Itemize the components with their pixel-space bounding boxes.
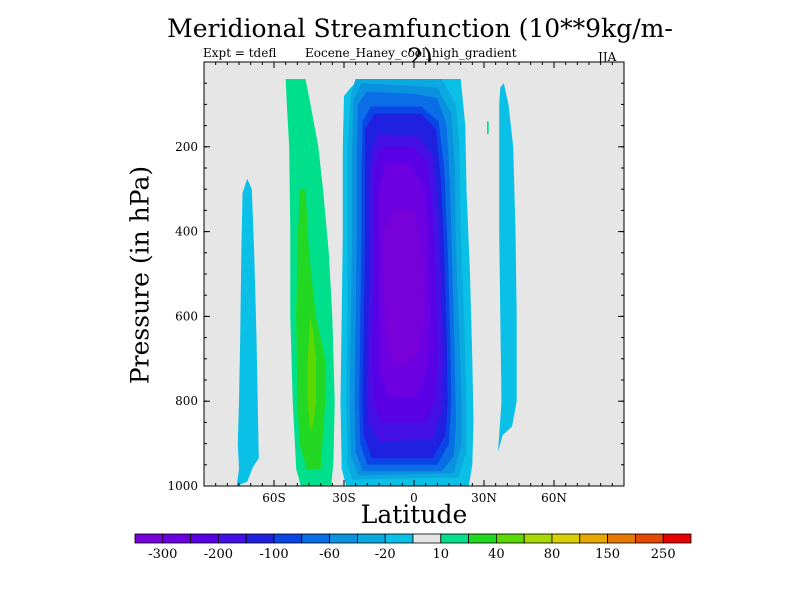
x-axis-label: Latitude: [360, 500, 468, 529]
contour-region-tropical-cell-core: [383, 210, 424, 368]
plot-area: [204, 62, 624, 486]
y-tick-label: 600: [175, 309, 198, 323]
x-tick-label: 0: [410, 491, 418, 505]
colorbar-swatch: [356, 533, 386, 544]
axes: 60S 30S 0 30N 60N 200 400 600 800 1000: [167, 61, 625, 505]
colorbar-swatch: [523, 533, 553, 544]
colorbar-label: 10: [433, 547, 450, 562]
y-tick-label: 800: [175, 394, 198, 408]
colorbar-swatch: [635, 533, 664, 544]
colorbar-swatch: [440, 533, 469, 544]
contour-region-northern-small-green-speck: [487, 121, 489, 135]
colorbar-swatch: [162, 533, 192, 544]
colorbar-label: -300: [148, 547, 177, 562]
y-tick-label: 400: [175, 225, 198, 239]
colorbar-swatch: [245, 533, 275, 544]
colorbar-swatch: [301, 533, 330, 544]
colorbar-swatch: [579, 533, 608, 544]
contour-region-southern-cyan-cell: [236, 178, 259, 486]
colorbar-swatch: [412, 533, 442, 544]
colorbar-swatch: [217, 533, 247, 544]
colorbar-swatch: [329, 533, 358, 544]
colorbar-swatch: [384, 533, 414, 544]
colorbar-label: 150: [595, 547, 620, 562]
x-tick-label: 30S: [332, 491, 356, 505]
experiment-label: Expt = tdefl: [203, 46, 277, 60]
colorbar-swatch: [190, 533, 219, 544]
contour-region-northern-cyan-cell: [498, 83, 517, 453]
colorbar-label: -100: [259, 547, 288, 562]
season-label: JJA: [598, 50, 617, 64]
colorbar-label: -20: [375, 547, 396, 562]
colorbar: -300 -200 -100 -60 -20 10 40 80 150 250: [134, 533, 692, 562]
chart-title: Meridional Streamfunction (10**9kg/m-2): [167, 14, 673, 72]
colorbar-label: 80: [544, 547, 561, 562]
colorbar-swatch: [551, 533, 581, 544]
x-tick-label: 60S: [262, 491, 286, 505]
case-label: Eocene_Haney_cool_high_gradient: [305, 46, 517, 60]
colorbar-label: -60: [319, 547, 340, 562]
y-tick-label: 200: [175, 140, 198, 154]
colorbar-label: 40: [488, 547, 505, 562]
colorbar-swatch: [607, 533, 636, 544]
colorbar-swatch: [273, 533, 303, 544]
x-tick-label: 30N: [471, 491, 497, 505]
contour-region-south-midlatitude-yellow-green: [307, 316, 316, 431]
filled-contours: [236, 79, 517, 486]
colorbar-swatch: [134, 533, 164, 544]
colorbar-swatch: [662, 533, 692, 544]
colorbar-swatch: [495, 533, 525, 544]
colorbar-label: 250: [651, 547, 676, 562]
colorbar-label: -200: [204, 547, 233, 562]
y-tick-label: 1000: [167, 479, 198, 493]
x-tick-label: 60N: [541, 491, 567, 505]
colorbar-swatch: [468, 533, 497, 544]
